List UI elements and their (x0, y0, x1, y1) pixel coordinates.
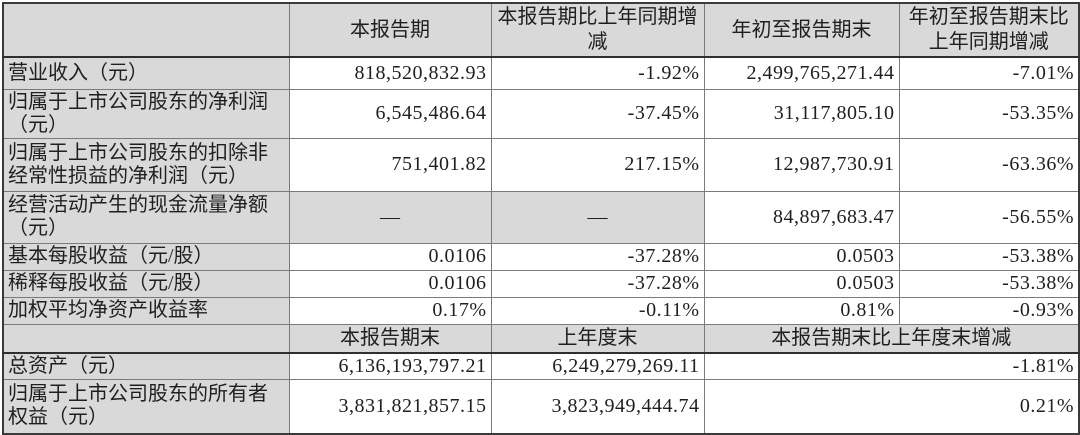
cell-value-dash: — (490, 190, 705, 244)
row-owners-equity: 归属于上市公司股东的所有者权益（元） 3,831,821,857.15 3,82… (2, 379, 1080, 434)
header-ytd-yoy-change: 年初至报告期末比上年同期增减 (898, 2, 1080, 58)
cell-value: 0.21% (703, 379, 1080, 434)
row-label: 稀释每股收益（元/股） (2, 269, 290, 298)
row-label: 归属于上市公司股东的所有者权益（元） (2, 379, 290, 434)
cell-value: 217.15% (490, 137, 705, 192)
section1-header-row: 本报告期 本报告期比上年同期增减 年初至报告期末 年初至报告期末比上年同期增减 (2, 2, 1080, 58)
cell-value: 0.81% (703, 296, 900, 325)
cell-value: -53.35% (898, 88, 1080, 139)
cell-value: -1.92% (490, 56, 705, 90)
cell-value: -0.93% (898, 296, 1080, 325)
row-total-assets: 总资产（元） 6,136,193,797.21 6,249,279,269.11… (2, 352, 1080, 380)
header-current-period-yoy-change: 本报告期比上年同期增减 (490, 2, 705, 58)
cell-value: 751,401.82 (288, 137, 492, 192)
row-operating-revenue: 营业收入（元） 818,520,832.93 -1.92% 2,499,765,… (2, 56, 1080, 90)
header-current-period: 本报告期 (288, 2, 492, 58)
cell-value: -56.55% (898, 190, 1080, 244)
cell-value: -53.38% (898, 242, 1080, 271)
header-end-of-period-change: 本报告期末比上年度末增减 (703, 323, 1080, 354)
row-net-profit: 归属于上市公司股东的净利润（元） 6,545,486.64 -37.45% 31… (2, 88, 1080, 139)
cell-value: 3,823,949,444.74 (490, 379, 705, 434)
cell-value: 0.0106 (288, 242, 492, 271)
cell-value: -53.38% (898, 269, 1080, 298)
row-basic-eps: 基本每股收益（元/股） 0.0106 -37.28% 0.0503 -53.38… (2, 242, 1080, 271)
section2-header-row: 本报告期末 上年度末 本报告期末比上年度末增减 (2, 323, 1080, 354)
row-label: 归属于上市公司股东的净利润（元） (2, 88, 290, 139)
cell-value: 0.0503 (703, 269, 900, 298)
cell-value: 2,499,765,271.44 (703, 56, 900, 90)
row-operating-cash-flow: 经营活动产生的现金流量净额（元） — — 84,897,683.47 -56.5… (2, 190, 1080, 244)
row-label: 经营活动产生的现金流量净额（元） (2, 190, 290, 244)
cell-value: 0.0503 (703, 242, 900, 271)
cell-value: -0.11% (490, 296, 705, 325)
cell-value: -37.28% (490, 269, 705, 298)
row-label: 营业收入（元） (2, 56, 290, 90)
cell-value: 0.0106 (288, 269, 492, 298)
row-net-profit-excl-nonrecurring: 归属于上市公司股东的扣除非经常性损益的净利润（元） 751,401.82 217… (2, 137, 1080, 192)
header-blank (2, 323, 290, 354)
cell-value: -37.45% (490, 88, 705, 139)
cell-value: 31,117,805.10 (703, 88, 900, 139)
cell-value: 0.17% (288, 296, 492, 325)
cell-value-dash: — (288, 190, 492, 244)
row-diluted-eps: 稀释每股收益（元/股） 0.0106 -37.28% 0.0503 -53.38… (2, 269, 1080, 298)
cell-value: -63.36% (898, 137, 1080, 192)
cell-value: 84,897,683.47 (703, 190, 900, 244)
header-blank (2, 2, 290, 58)
header-end-of-prior-year: 上年度末 (490, 323, 705, 354)
cell-value: -7.01% (898, 56, 1080, 90)
row-label: 基本每股收益（元/股） (2, 242, 290, 271)
row-weighted-avg-roe: 加权平均净资产收益率 0.17% -0.11% 0.81% -0.93% (2, 296, 1080, 325)
header-end-of-period: 本报告期末 (288, 323, 492, 354)
header-ytd: 年初至报告期末 (703, 2, 900, 58)
cell-value: 12,987,730.91 (703, 137, 900, 192)
cell-value: 6,545,486.64 (288, 88, 492, 139)
cell-value: -37.28% (490, 242, 705, 271)
row-label: 总资产（元） (2, 352, 290, 380)
cell-value: 6,136,193,797.21 (288, 352, 492, 380)
cell-value: 6,249,279,269.11 (490, 352, 705, 380)
cell-value: 3,831,821,857.15 (288, 379, 492, 434)
cell-value: -1.81% (703, 352, 1080, 380)
cell-value: 818,520,832.93 (288, 56, 492, 90)
row-label: 加权平均净资产收益率 (2, 296, 290, 325)
row-label: 归属于上市公司股东的扣除非经常性损益的净利润（元） (2, 137, 290, 192)
